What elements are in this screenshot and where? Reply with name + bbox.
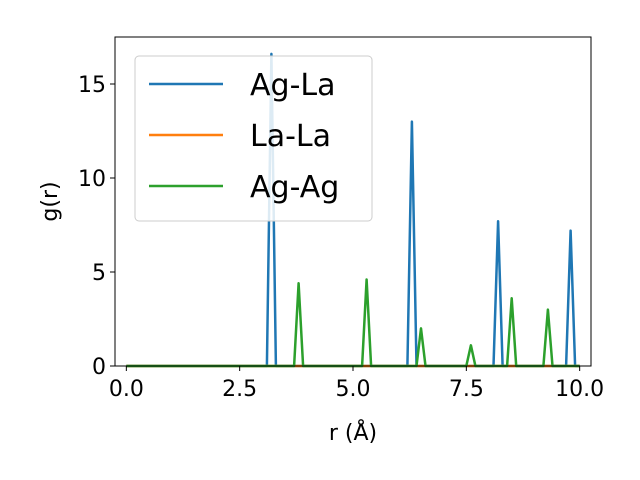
legend-box	[134, 55, 373, 222]
x-tick-label: 10.0	[555, 377, 604, 402]
series-line-ag-ag	[126, 278, 580, 368]
x-tick-label: 7.5	[449, 377, 484, 402]
y-tick-label: 15	[78, 73, 106, 98]
legend-label-ag-la: Ag-La	[250, 68, 336, 103]
y-tick-label: 10	[78, 167, 106, 192]
x-tick-label: 0.0	[109, 377, 144, 402]
y-axis: 0 5 10 15	[78, 73, 115, 380]
y-tick-label: 0	[92, 355, 106, 380]
x-axis-label: r (Å)	[329, 419, 377, 446]
x-tick-label: 5.0	[336, 377, 371, 402]
legend-label-ag-ag: Ag-Ag	[250, 170, 339, 205]
y-tick-label: 5	[92, 261, 106, 286]
legend: Ag-La La-La Ag-Ag	[134, 55, 373, 222]
y-axis-label: g(r)	[38, 181, 63, 221]
legend-label-la-la: La-La	[250, 119, 331, 154]
x-tick-label: 2.5	[222, 377, 257, 402]
x-axis: 0.0 2.5 5.0 7.5 10.0	[109, 366, 604, 402]
